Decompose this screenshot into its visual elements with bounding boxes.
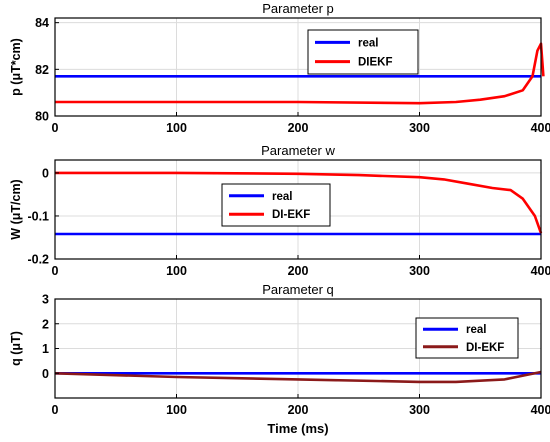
legend-entry: real	[358, 37, 378, 49]
legend-entry: real	[466, 324, 486, 336]
y-tick-label: 0	[42, 367, 49, 381]
x-axis-label: Time (ms)	[267, 421, 328, 436]
series-line-di-ekf	[54, 370, 542, 384]
x-tick-label: 100	[166, 403, 187, 417]
x-tick-label: 200	[288, 264, 309, 278]
x-tick-label: 300	[409, 121, 430, 135]
series-line-diekf	[55, 42, 545, 105]
x-tick-label: 400	[531, 403, 550, 417]
y-tick-label: 2	[42, 317, 49, 331]
legend-entry: real	[272, 191, 292, 203]
x-tick-label: 100	[166, 121, 187, 135]
x-tick-label: 200	[288, 403, 309, 417]
legend-entry: DI-EKF	[466, 342, 504, 354]
y-axis-label: p (μT*cm)	[9, 38, 23, 96]
chart-title: Parameter w	[261, 143, 335, 158]
y-axis-label: q (μT)	[9, 331, 23, 366]
y-tick-label: 80	[35, 110, 49, 124]
x-tick-label: 400	[531, 264, 550, 278]
x-tick-label: 0	[52, 403, 59, 417]
legend: real DI-EKF	[221, 183, 331, 227]
legend: real DI-EKF	[415, 317, 519, 359]
chart-title: Parameter q	[262, 282, 334, 297]
legend-box	[221, 183, 331, 227]
y-tick-label: 84	[35, 16, 49, 30]
y-tick-label: 82	[35, 63, 49, 77]
legend-entry: DIEKF	[358, 57, 393, 69]
legend-box	[415, 317, 519, 359]
y-tick-label: 0	[42, 166, 49, 180]
x-tick-label: 300	[409, 264, 430, 278]
x-tick-label: 100	[166, 264, 187, 278]
legend-box	[307, 29, 419, 75]
y-axis-label: W (μT/cm)	[9, 179, 23, 239]
legend-entry: DI-EKF	[272, 209, 310, 221]
y-tick-label: -0.1	[27, 209, 49, 223]
x-tick-label: 400	[531, 121, 550, 135]
panel-2: 0 100 200 300 400 0 -0.1 -0.2 Parameter w W (μT/c…	[9, 143, 550, 278]
x-tick-label: 300	[409, 403, 430, 417]
x-tick-label: 0	[52, 264, 59, 278]
chart-title: Parameter p	[262, 1, 334, 16]
x-tick-label: 200	[288, 121, 309, 135]
panel-1: 0 100 200 300 400 80 82 84 Parameter p p (μT*cm) r…	[9, 1, 550, 135]
panel-3: 0 100 200 300 400 0 1 2 3 Parameter q q (μT) Time (…	[9, 282, 550, 436]
y-tick-label: 3	[42, 293, 49, 307]
y-tick-label: -0.2	[27, 253, 49, 267]
y-tick-label: 1	[42, 342, 49, 356]
series-line-di-ekf	[55, 171, 543, 234]
x-tick-label: 0	[52, 121, 59, 135]
legend: real DIEKF	[307, 29, 419, 75]
